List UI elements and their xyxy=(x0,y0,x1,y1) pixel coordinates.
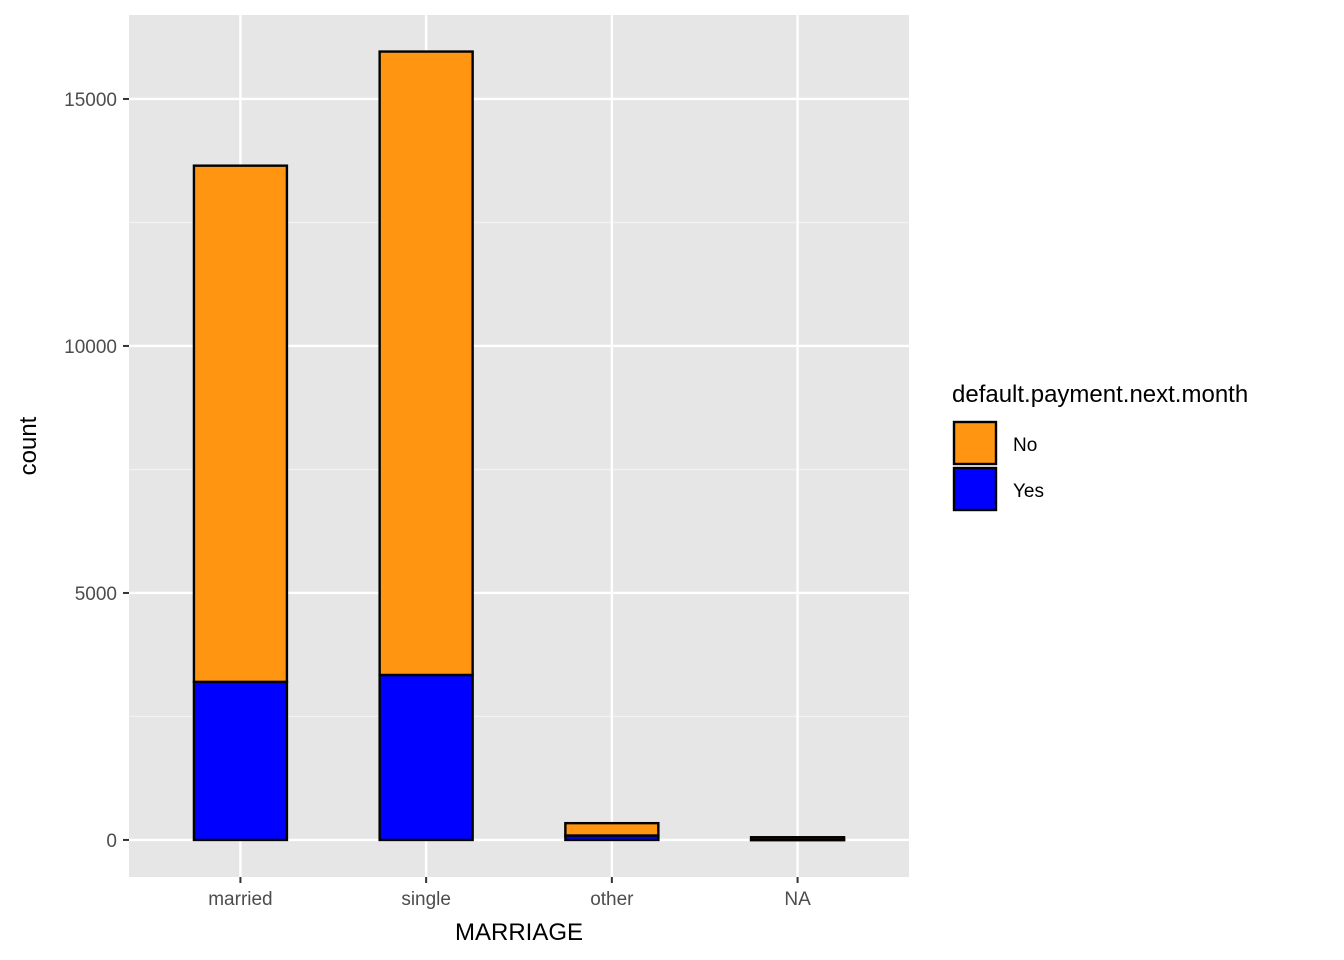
legend-label-yes: Yes xyxy=(1013,481,1044,502)
y-tick-label: 15000 xyxy=(64,90,117,111)
legend-title: default.payment.next.month xyxy=(952,381,1248,408)
bar-na-no xyxy=(749,836,846,841)
x-axis: married single other NA xyxy=(208,877,811,910)
legend-key-yes xyxy=(952,466,998,512)
y-tick-label: 10000 xyxy=(64,337,117,358)
legend-label-no: No xyxy=(1013,435,1037,456)
bar-other-no xyxy=(564,821,660,837)
legend-key-no xyxy=(952,420,998,466)
y-axis-title: count xyxy=(15,416,42,475)
bar-married-no xyxy=(192,164,289,684)
bar-single-yes xyxy=(378,673,474,842)
y-tick-label: 5000 xyxy=(75,584,117,605)
x-tick-label: single xyxy=(401,889,451,910)
legend: default.payment.next.month No Yes xyxy=(952,381,1248,512)
x-tick-label: other xyxy=(590,889,634,910)
bars xyxy=(192,50,846,842)
bar-married-yes xyxy=(192,680,289,842)
x-tick-label: married xyxy=(208,889,272,910)
y-tick-label: 0 xyxy=(106,831,117,852)
x-axis-title: MARRIAGE xyxy=(455,919,583,946)
legend-items: No Yes xyxy=(952,420,1044,512)
bar-single-no xyxy=(378,50,474,677)
x-tick-label: NA xyxy=(784,889,811,910)
y-axis: 0 5000 10000 15000 xyxy=(64,90,129,852)
